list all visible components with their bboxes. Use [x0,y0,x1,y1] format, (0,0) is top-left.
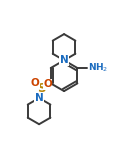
Text: O: O [43,79,52,89]
Text: N: N [60,55,68,65]
Text: N: N [35,93,43,103]
Text: S: S [37,82,46,95]
Text: O: O [31,78,40,88]
Text: NH$_2$: NH$_2$ [88,62,108,74]
